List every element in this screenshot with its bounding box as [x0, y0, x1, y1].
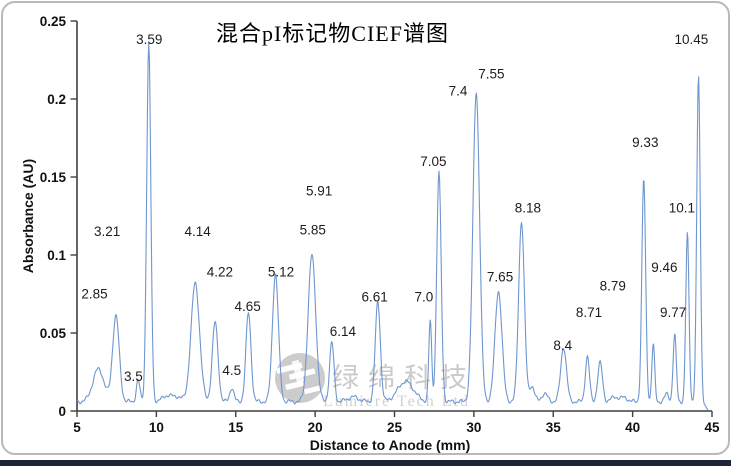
y-tick-label: 0.05: [40, 326, 67, 341]
peak-label: 3.5: [124, 369, 143, 384]
chart-card: [1, 1, 730, 455]
y-tick-label: 0.1: [47, 248, 66, 263]
peak-label: 7.55: [478, 67, 504, 82]
trace-line: [76, 42, 709, 411]
bottom-border-strip: [0, 460, 731, 466]
watermark-logo-icon: [275, 353, 325, 403]
peak-label: 7.4: [449, 84, 468, 99]
x-axis-title: Distance to Anode (mm): [309, 437, 471, 453]
y-tick-label: 0.25: [40, 14, 67, 29]
y-tick-label: 0: [58, 404, 66, 419]
x-tick-label: 20: [308, 420, 323, 435]
x-tick-label: 35: [546, 420, 562, 435]
watermark-cn-text: 绿绵科技: [332, 363, 476, 393]
peak-label: 2.85: [81, 287, 107, 302]
axes-layer: 0 0.05 0.1 0.15 0.2 0.25 5 10 15 20 25 30 35 40 45: [40, 14, 720, 435]
peak-label: 7.0: [414, 290, 433, 305]
x-tick-label: 45: [704, 420, 720, 435]
chart-title: 混合pI标记物CIEF谱图: [215, 21, 449, 46]
x-tick-label: 25: [387, 420, 403, 435]
axis-line: [76, 21, 712, 412]
peak-label: 5.85: [300, 223, 326, 238]
peak-label: 4.22: [207, 265, 233, 280]
y-tick-label: 0.15: [40, 170, 67, 185]
y-axis-title: Absorbance (AU): [20, 158, 36, 274]
peak-label: 5.91: [306, 184, 332, 199]
peak-label: 9.77: [660, 305, 686, 320]
peak-label: 9.46: [651, 260, 677, 275]
peak-label: 6.61: [362, 290, 388, 305]
peak-label: 8.71: [576, 305, 602, 320]
x-tick-label: 5: [73, 420, 81, 435]
x-tick-label: 40: [625, 420, 640, 435]
peak-label: 8.4: [553, 338, 572, 353]
peak-label: 7.05: [420, 154, 446, 169]
peak-label: 10.45: [674, 32, 708, 47]
peak-labels-layer: 2.85 3.21 3.5 3.59 4.14 4.22 4.5 4.65 5.12 5.85 5.…: [81, 32, 708, 384]
x-tick-label: 10: [149, 420, 164, 435]
trace-layer: [76, 42, 709, 411]
peak-label: 5.12: [268, 265, 294, 280]
y-tick-label: 0.2: [47, 92, 66, 107]
peak-label: 6.14: [330, 324, 357, 339]
x-tick-label: 15: [228, 420, 244, 435]
peak-label: 7.65: [487, 269, 513, 284]
x-tick-label: 30: [466, 420, 481, 435]
peak-label: 3.59: [136, 32, 162, 47]
peak-label: 8.18: [515, 201, 541, 216]
peak-label: 3.21: [94, 224, 120, 239]
peak-label: 4.5: [222, 363, 241, 378]
watermark-en-text: Lumiere Tech Ltd: [323, 393, 470, 410]
peak-label: 4.14: [185, 224, 212, 239]
peak-label: 9.33: [632, 135, 658, 150]
peak-label: 10.1: [669, 201, 695, 216]
peak-label: 4.65: [235, 299, 261, 314]
peak-label: 8.79: [600, 279, 626, 294]
